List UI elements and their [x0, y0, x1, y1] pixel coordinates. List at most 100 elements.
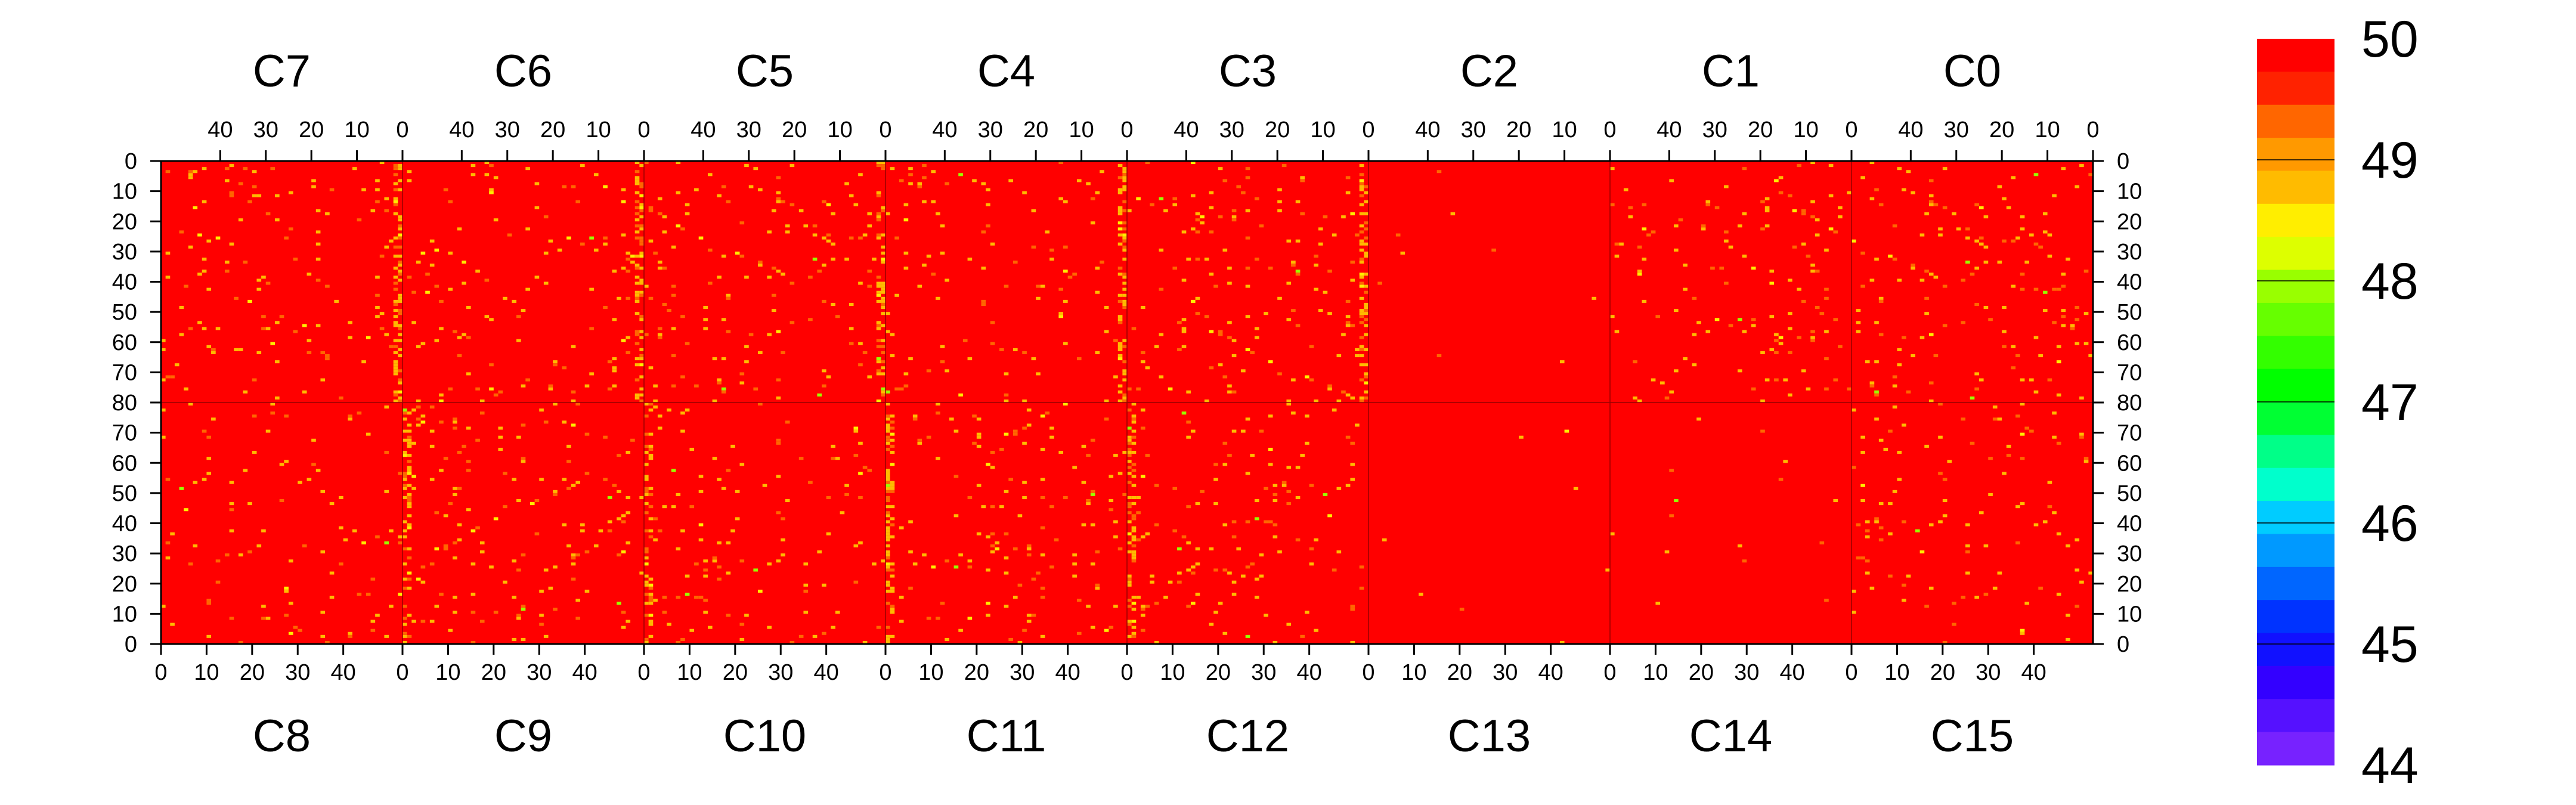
heatmap-cell [662, 611, 667, 614]
heatmap-cell [648, 444, 654, 448]
heatmap-cell [2020, 628, 2025, 632]
heatmap-cell [575, 481, 581, 484]
heatmap-cell [1610, 167, 1615, 171]
heatmap-cell [858, 236, 863, 240]
heatmap-cell [1076, 631, 1082, 635]
heatmap-cell [1778, 342, 1784, 345]
heatmap-cell [886, 435, 890, 439]
heatmap-cell [2015, 414, 2020, 418]
heatmap-cell [621, 267, 626, 270]
heatmap-cell [881, 299, 886, 303]
heatmap-cell [844, 484, 849, 487]
heatmap-cell [479, 399, 485, 402]
heatmap-cell [876, 339, 881, 342]
chip-label-bottom: C14 [1689, 711, 1772, 761]
heatmap-cell [1245, 348, 1250, 351]
heatmap-cell [234, 348, 239, 351]
heatmap-cell [288, 227, 293, 231]
heatmap-cell [648, 447, 654, 451]
heatmap-cell [936, 457, 940, 460]
heatmap-cell [1364, 396, 1368, 400]
heatmap-cell [1026, 544, 1032, 547]
heatmap-cell [671, 384, 676, 388]
heatmap-cell [434, 511, 439, 515]
heatmap-cell [626, 351, 631, 354]
heatmap-cell [1892, 384, 1897, 388]
heatmap-cell [876, 360, 881, 364]
x-tick-label-top: 0 [1603, 117, 1616, 143]
heatmap-cell [1359, 348, 1364, 351]
heatmap-cell [1095, 583, 1100, 587]
heatmap-cell [1359, 179, 1364, 182]
heatmap-cell [238, 553, 243, 557]
heatmap-cell [1359, 224, 1364, 228]
heatmap-cell [739, 372, 745, 376]
heatmap-cell [1026, 553, 1032, 557]
heatmap-cell [1788, 278, 1792, 282]
heatmap-cell [279, 315, 284, 318]
heatmap-cell [393, 236, 398, 240]
heatmap-cell [858, 541, 863, 544]
heatmap-cell [1314, 264, 1318, 267]
heatmap-cell [1764, 206, 1770, 209]
heatmap-cell [1026, 620, 1032, 623]
heatmap-cell [293, 330, 298, 333]
heatmap-cell [1801, 299, 1806, 303]
x-tick-label-top: 0 [396, 117, 408, 143]
heatmap-cell [648, 583, 654, 587]
heatmap-cell [1345, 393, 1351, 397]
heatmap-cell [1040, 553, 1045, 557]
y-tick-label-left: 10 [112, 602, 137, 627]
heatmap-cell [1364, 381, 1368, 385]
heatmap-cell [1045, 411, 1050, 415]
colorbar-swatch [2257, 336, 2334, 370]
heatmap-cell [521, 423, 526, 427]
heatmap-cell [1350, 608, 1355, 611]
heatmap-cell [817, 270, 822, 273]
x-tick-label-top: 10 [1310, 117, 1335, 143]
heatmap-cell [1359, 363, 1364, 367]
heatmap-cell [1633, 360, 1637, 364]
heatmap-cell [462, 333, 466, 336]
chip-label-top: C6 [494, 46, 552, 97]
x-tick-label-bottom: 10 [1160, 660, 1185, 685]
colorbar-swatch [2257, 369, 2334, 402]
heatmap-cell [986, 224, 990, 228]
heatmap-cell [867, 270, 872, 273]
heatmap-cell [1204, 258, 1209, 261]
heatmap-cell [593, 173, 599, 177]
heatmap-cell [1559, 640, 1565, 644]
heatmap-cell [1031, 614, 1036, 617]
heatmap-cell [211, 417, 216, 421]
heatmap-cell [1642, 258, 1647, 261]
heatmap-cell [1815, 306, 1820, 309]
heatmap-cell [325, 357, 330, 361]
heatmap-cell [1961, 596, 1966, 599]
heatmap-cell [2079, 435, 2084, 439]
heatmap-cell [1209, 547, 1214, 551]
heatmap-cell [543, 420, 549, 424]
x-tick-label-top: 30 [253, 117, 278, 143]
heatmap-cell [170, 623, 175, 626]
heatmap-cell [1928, 273, 1934, 276]
heatmap-cell [967, 617, 973, 620]
heatmap-cell [648, 592, 654, 596]
heatmap-cell [161, 605, 166, 608]
heatmap-cell [648, 620, 654, 623]
heatmap-cell [420, 620, 426, 623]
heatmap-cell [1742, 559, 1747, 563]
heatmap-cell [2002, 345, 2007, 348]
heatmap-cell [1131, 535, 1137, 538]
heatmap-cell [990, 466, 995, 469]
heatmap-cell [767, 275, 772, 279]
heatmap-cell [1186, 435, 1191, 439]
heatmap-cell [717, 275, 722, 279]
heatmap-cell [748, 185, 754, 188]
heatmap-cell [644, 502, 649, 506]
heatmap-cell [311, 438, 316, 442]
heatmap-cell [1847, 387, 1852, 391]
heatmap-cell [1592, 296, 1597, 300]
heatmap-cell [1254, 336, 1259, 339]
x-tick-label-bottom: 0 [637, 660, 650, 685]
